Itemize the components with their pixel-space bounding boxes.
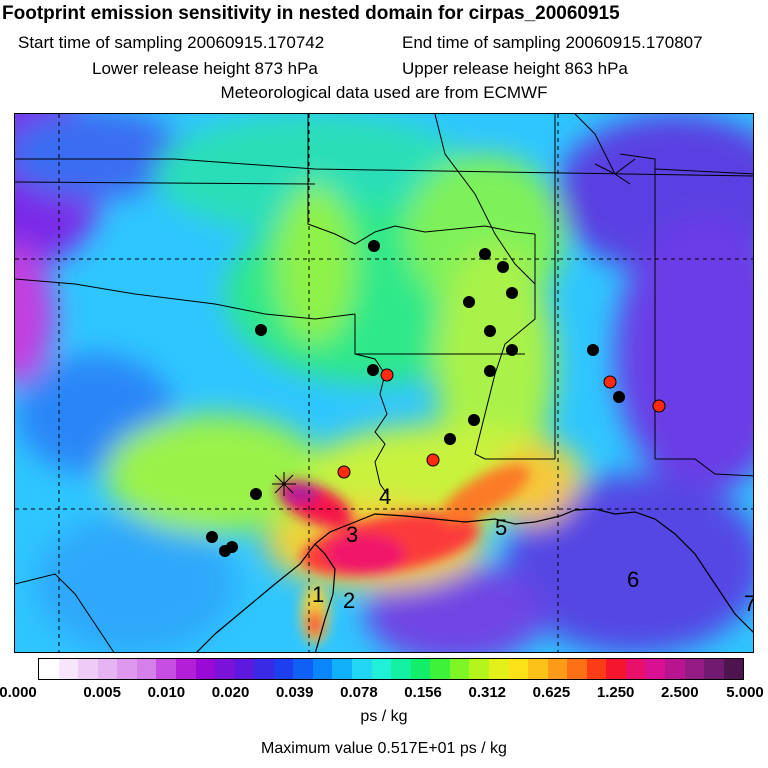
marker-black (367, 364, 379, 376)
colorbar-swatch (117, 659, 137, 679)
sampling-markers (206, 240, 666, 557)
site-label: 3 (346, 522, 358, 547)
colorbar-swatch (430, 659, 450, 679)
marker-red (603, 375, 617, 389)
colorbar-swatch (625, 659, 646, 679)
marker-black (468, 414, 480, 426)
marker-black (206, 531, 218, 543)
marker-black (587, 344, 599, 356)
site-label: 6 (627, 567, 639, 592)
colorbar-swatch (332, 659, 352, 679)
lower-release-height: Lower release height 873 hPa (92, 59, 318, 78)
colorbar-swatch (508, 659, 529, 679)
colorbar-swatch (58, 659, 79, 679)
colorbar-swatch (156, 659, 176, 679)
marker-black (463, 296, 475, 308)
marker-black (219, 545, 231, 557)
colorbar-swatch (254, 659, 274, 679)
colorbar-swatch (136, 659, 157, 679)
colorbar-tick-label: 0.010 (147, 684, 186, 701)
maximum-value: Maximum value 0.517E+01 ps / kg (261, 740, 507, 757)
upper-release-height: Upper release height 863 hPa (402, 59, 628, 78)
colorbar-swatch (469, 659, 489, 679)
site-label: 4 (379, 484, 391, 509)
marker-red (652, 399, 666, 413)
colorbar-tick-label: 0.625 (532, 684, 571, 701)
colorbar-swatch (97, 659, 118, 679)
coastline (196, 508, 753, 652)
colorbar-tick-label: 0.039 (275, 684, 314, 701)
colorbar-tick-label: 0.005 (83, 684, 121, 701)
colorbar-swatch (723, 659, 744, 679)
marker-red (337, 465, 351, 479)
colorbar-swatch (547, 659, 568, 679)
marker-black (368, 240, 380, 252)
colorbar-swatch (567, 659, 587, 679)
colorbar-swatch (645, 659, 665, 679)
colorbar-swatch (586, 659, 607, 679)
colorbar-swatch (410, 659, 431, 679)
map-title: Footprint emission sensitivity in nested… (2, 3, 620, 24)
colorbar-tick-label: 0.020 (211, 684, 250, 701)
marker-black (479, 248, 491, 260)
colorbar-tick-label: 5.000 (726, 684, 764, 701)
site-label: 7 (744, 591, 754, 616)
start-time: Start time of sampling 20060915.170742 (18, 33, 325, 52)
site-label: 2 (343, 588, 355, 613)
met-data-note: Meteorological data used are from ECMWF (220, 83, 548, 102)
colorbar-swatch (273, 659, 294, 679)
marker-black (506, 287, 518, 299)
colorbar-swatch (234, 659, 255, 679)
marker-black (497, 261, 509, 273)
colorbar-unit: ps / kg (360, 708, 408, 725)
map-svg: 1 2 3 4 5 6 7 (15, 114, 754, 652)
marker-black (444, 433, 456, 445)
lat-lon-grid (15, 114, 753, 652)
marker-red (426, 453, 440, 467)
marker-black (506, 344, 518, 356)
colorbar-tick-label: 1.250 (596, 684, 635, 701)
release-heights: Lower release height 873 hPa Upper relea… (92, 59, 768, 79)
colorbar-tick-label: 0.312 (468, 684, 507, 701)
colorbar-swatch (195, 659, 216, 679)
marker-black (484, 325, 496, 337)
sampling-times: Start time of sampling 20060915.170742 E… (18, 33, 768, 53)
marker-black (255, 324, 267, 336)
colorbar-swatch (215, 659, 235, 679)
colorbar-swatch (488, 659, 509, 679)
colorbar-swatch (352, 659, 372, 679)
footprint-map: 1 2 3 4 5 6 7 (14, 113, 754, 653)
colorbar-swatch (704, 659, 724, 679)
colorbar-swatch (665, 659, 685, 679)
colorbar-swatch (528, 659, 548, 679)
colorbar-tick-label: 0.078 (340, 684, 378, 701)
colorbar-tick-label: 0.156 (404, 684, 442, 701)
end-time: End time of sampling 20060915.170807 (402, 33, 703, 52)
colorbar-swatch (175, 659, 196, 679)
colorbar-tick-label: 2.500 (661, 684, 699, 701)
colorbar-swatch (293, 659, 313, 679)
site-labels: 1 2 3 4 5 6 7 (312, 484, 754, 616)
colorbar-tick-label: 0.000 (0, 684, 37, 701)
political-boundaries (15, 114, 753, 652)
marker-black (250, 488, 262, 500)
release-point-star (272, 472, 296, 496)
site-label: 5 (495, 515, 507, 540)
colorbar (38, 658, 744, 680)
marker-red (380, 368, 394, 382)
colorbar-swatch (312, 659, 333, 679)
colorbar-swatch (391, 659, 411, 679)
colorbar-swatch (684, 659, 705, 679)
colorbar-swatch (606, 659, 626, 679)
site-label: 1 (312, 582, 324, 607)
marker-black (484, 365, 496, 377)
colorbar-swatch (39, 659, 59, 679)
colorbar-swatch (449, 659, 470, 679)
colorbar-swatch (78, 659, 98, 679)
colorbar-swatch (371, 659, 392, 679)
marker-black (613, 391, 625, 403)
